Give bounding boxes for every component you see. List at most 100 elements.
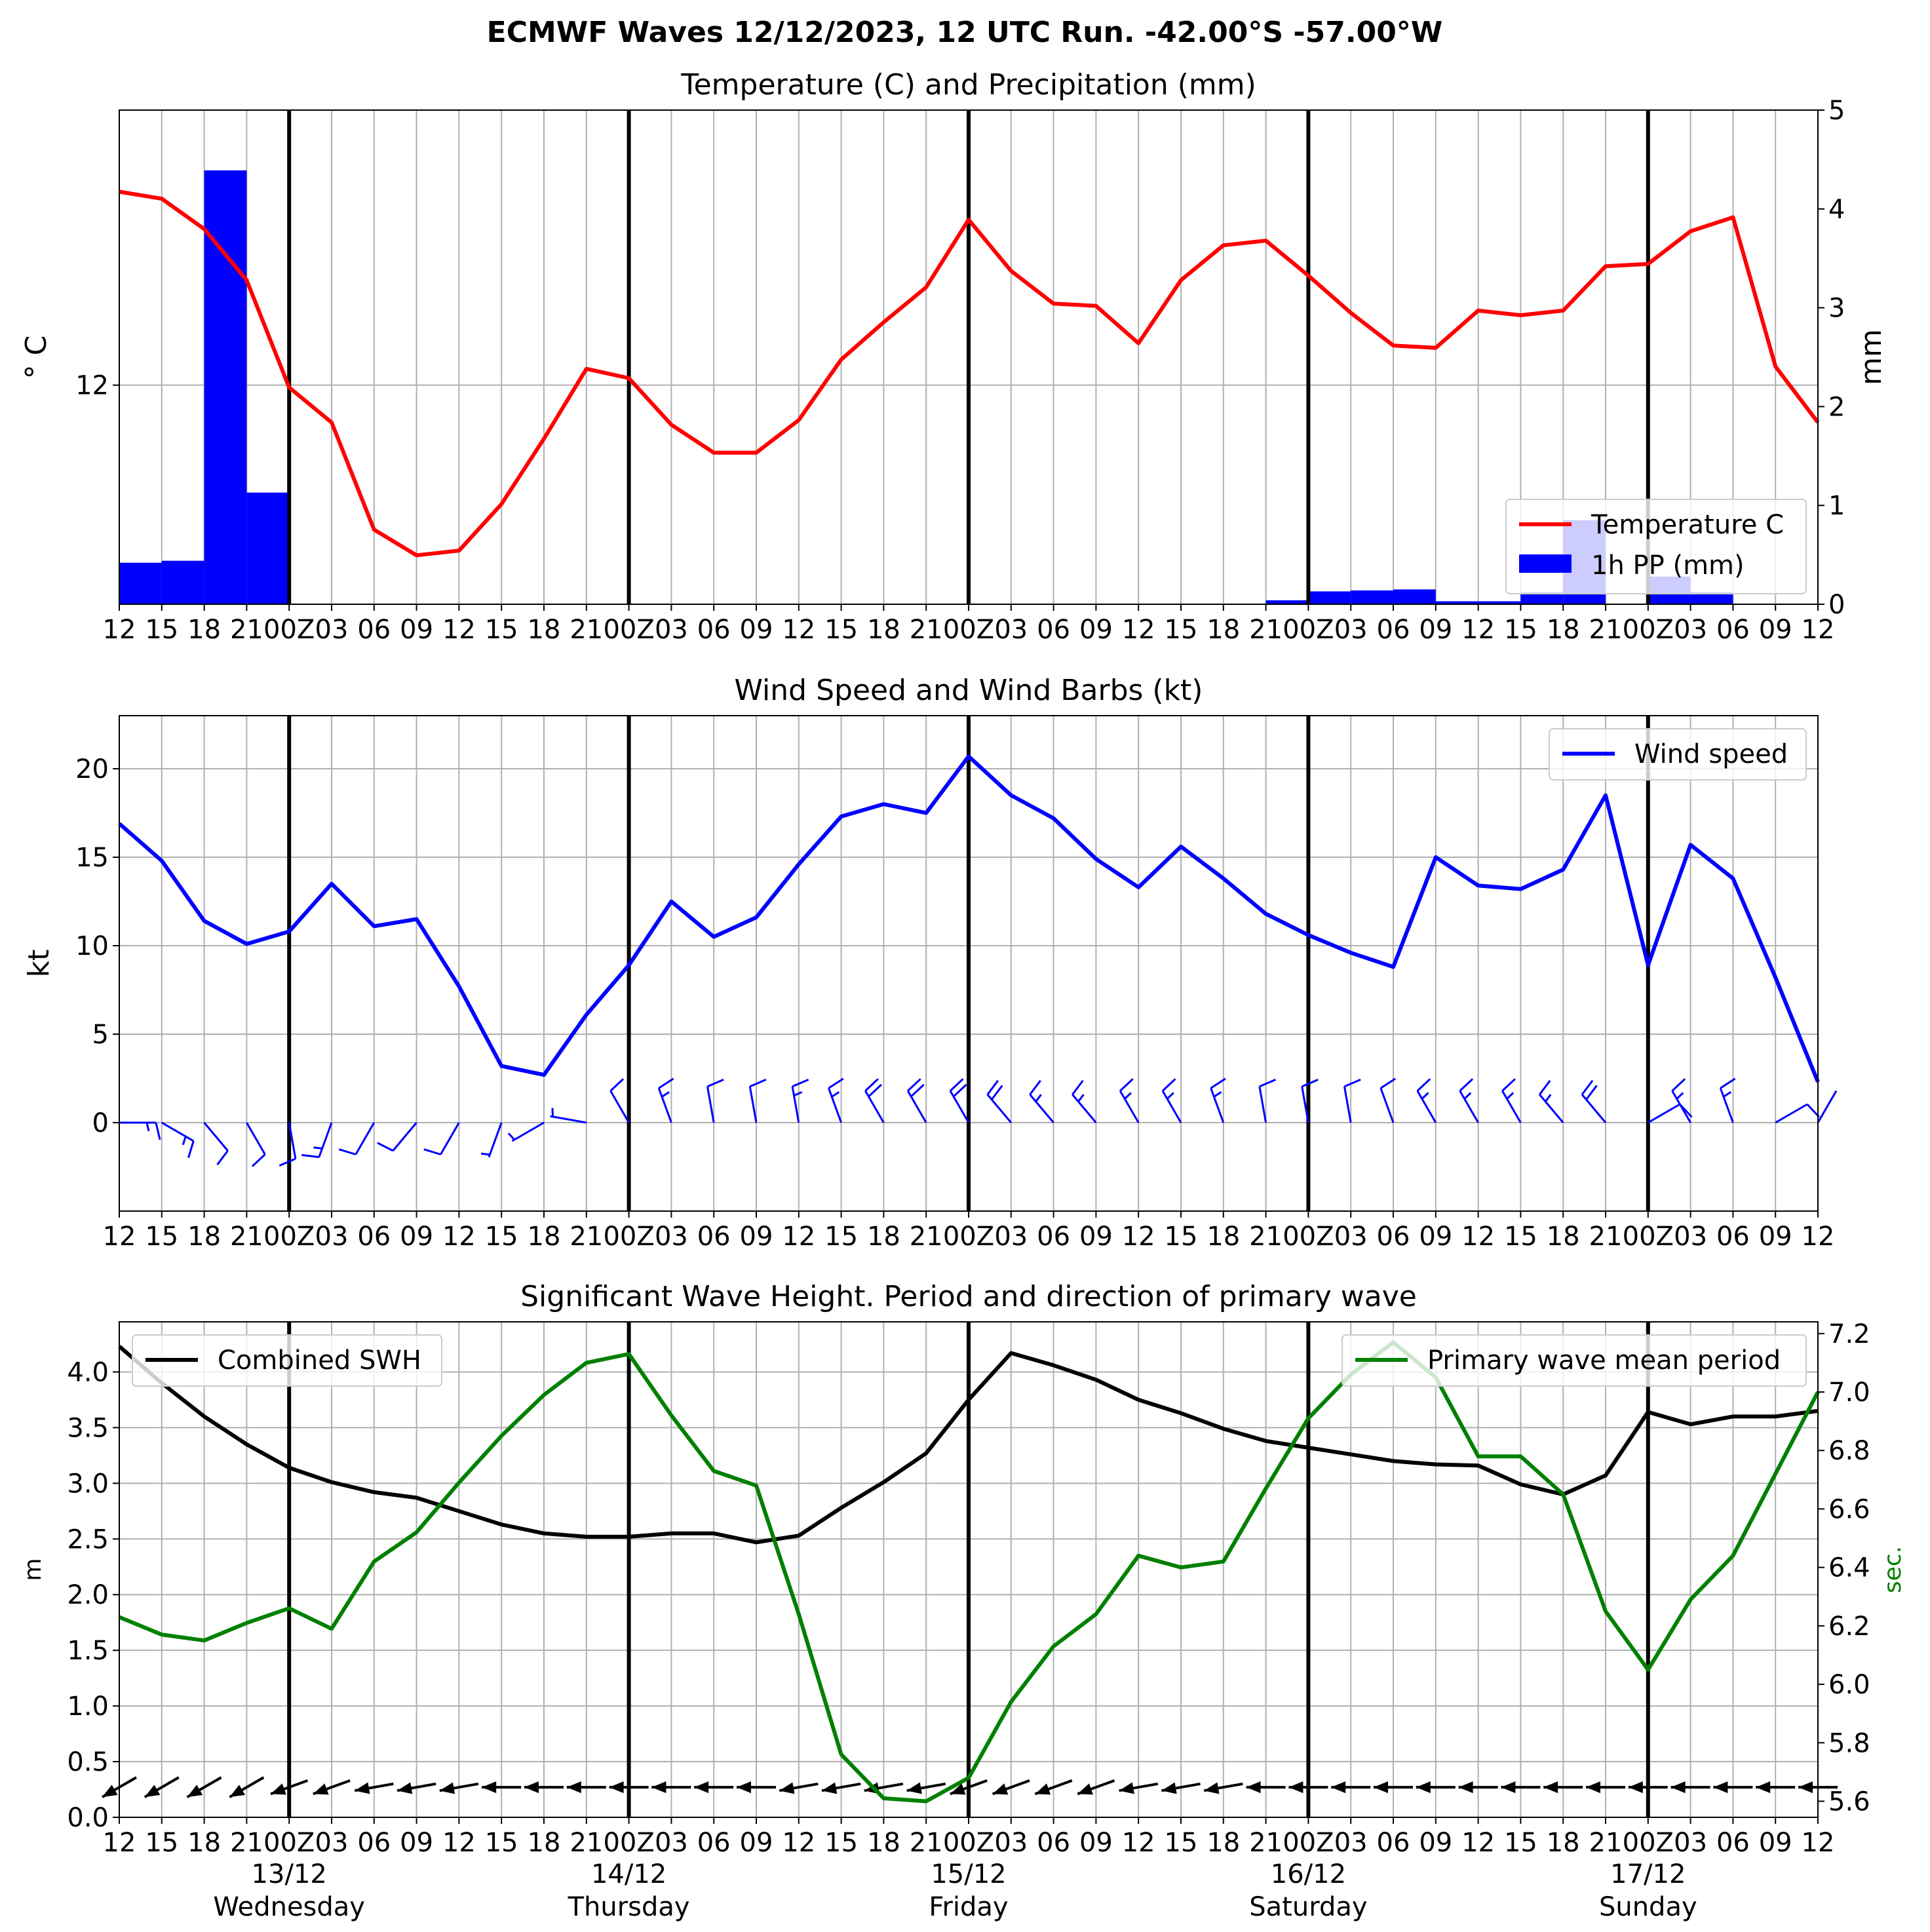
x-tick-label: 09 <box>400 615 433 645</box>
wind-barb-shaft <box>1029 1094 1054 1123</box>
temp-yticks: 12 <box>75 371 119 401</box>
wind-barb-flag <box>706 1079 724 1088</box>
wind-barb-shaft <box>657 1087 672 1123</box>
wind-barb-shaft <box>246 1122 266 1155</box>
wind-barb-shaft <box>1459 1090 1479 1123</box>
wind-barb-shaft <box>1343 1086 1352 1123</box>
precip-bar <box>1435 601 1478 604</box>
wind-barb-flag <box>301 1153 320 1159</box>
wave-arrow-head <box>482 1781 497 1794</box>
day-label: Friday <box>929 1892 1008 1922</box>
temp-ylabel: ° C <box>20 336 53 379</box>
x-tick-label: 00Z <box>1283 1222 1334 1252</box>
wind-barb-flag <box>145 1122 150 1132</box>
temp-legend-label: Temperature C <box>1591 510 1784 540</box>
y2-tick-label: 6.2 <box>1828 1612 1870 1642</box>
y2-tick-label: 7.0 <box>1828 1378 1870 1408</box>
wind-barb-flag <box>187 1140 195 1158</box>
wind-barb-flag <box>507 1132 516 1141</box>
wind-barb-shaft <box>1210 1087 1225 1123</box>
wind-barb-shaft <box>1539 1094 1564 1123</box>
wind-barb-shaft <box>288 1122 297 1159</box>
wind-barb-flag <box>1723 1091 1732 1098</box>
wind-barb-shaft <box>1817 1090 1838 1123</box>
x-tick-label: 21 <box>910 1828 943 1858</box>
wave-arrow-head <box>439 1782 455 1794</box>
x-tick-label: 12 <box>1802 1222 1835 1252</box>
y2-tick-label: 7.2 <box>1828 1319 1870 1349</box>
period-line <box>118 1340 1820 1804</box>
x-tick-label: 15 <box>1165 615 1198 645</box>
precip-ylabel: mm <box>1855 329 1888 385</box>
x-tick-label: 21 <box>910 1222 943 1252</box>
day-separators <box>287 1322 1650 1817</box>
y2-tick-label: 4 <box>1828 195 1845 225</box>
wind-barb-flag <box>609 1078 625 1092</box>
x-tick-label: 15 <box>145 1828 178 1858</box>
x-tick-label: 03 <box>1334 1828 1368 1858</box>
wave-arrow-head <box>1670 1781 1686 1794</box>
x-tick-label: 06 <box>1377 615 1410 645</box>
x-tick-label: 06 <box>697 1828 731 1858</box>
wind-barb-flag <box>338 1148 357 1155</box>
wind-panel-title: Wind Speed and Wind Barbs (kt) <box>735 674 1203 707</box>
wind-barb-flag <box>551 1108 554 1117</box>
wind-barb-shaft <box>511 1121 545 1142</box>
x-tick-label: 06 <box>357 1828 391 1858</box>
wind-legend-box <box>1549 728 1807 781</box>
wind-barb-flag <box>1806 1103 1820 1118</box>
x-tick-label: 15 <box>1504 615 1537 645</box>
wind-barb-shaft <box>488 1122 503 1158</box>
wind-barb-flag <box>1459 1078 1474 1092</box>
x-tick-label: 18 <box>1206 1222 1240 1252</box>
wind-barb-shaft <box>1161 1090 1182 1123</box>
wind-barb-flag <box>1720 1077 1736 1089</box>
x-tick-label: 06 <box>697 615 731 645</box>
wave-arrow-head <box>950 1783 966 1795</box>
wind-panel: Wind Speed and Wind Barbs (kt) kt 0 5 10 15… <box>22 674 1838 1252</box>
x-tick-label: 03 <box>994 615 1028 645</box>
day-label: Sunday <box>1599 1892 1697 1922</box>
x-tick-label: 00Z <box>1283 1828 1334 1858</box>
wave-arrow-head <box>1161 1782 1177 1794</box>
x-tick-label: 15 <box>485 1828 518 1858</box>
x-tick-label: 09 <box>1079 1828 1113 1858</box>
wind-barb-flag <box>1071 1079 1084 1096</box>
wind-barb-shaft <box>609 1090 630 1123</box>
x-tick-label: 18 <box>867 1828 900 1858</box>
x-tick-label: 06 <box>1716 615 1750 645</box>
wind-barb-shaft <box>203 1122 229 1151</box>
x-tick-label: 03 <box>994 1828 1028 1858</box>
wave-arrow-head <box>1331 1781 1346 1794</box>
x-tick-label: 15 <box>485 1222 518 1252</box>
wave-arrow-head <box>1458 1781 1473 1794</box>
wave-arrow-head <box>1374 1781 1388 1794</box>
y-tick-label: 2.0 <box>67 1580 109 1610</box>
y2-tick-label: 2 <box>1828 392 1845 422</box>
y-tick-label: 1.5 <box>67 1636 109 1666</box>
x-tick-label: 06 <box>1716 1222 1750 1252</box>
x-tick-label: 06 <box>1037 1222 1070 1252</box>
y2-tick-label: 5.6 <box>1828 1787 1870 1817</box>
x-tick-label: 03 <box>1674 615 1707 645</box>
wave-arrow-head <box>822 1782 838 1794</box>
x-tick-label: 03 <box>1674 1222 1707 1252</box>
wind-barb-flag <box>792 1079 809 1088</box>
wave-ylabel: m <box>20 1558 47 1581</box>
x-tick-label: 09 <box>740 1828 773 1858</box>
x-tick-label: 15 <box>1504 1222 1537 1252</box>
wave-arrow-head <box>1501 1781 1516 1794</box>
x-tick-label: 21 <box>569 1222 603 1252</box>
y2-tick-label: 5 <box>1828 96 1845 126</box>
wind-barb-flag <box>1124 1092 1132 1100</box>
y2-tick-label: 6.0 <box>1828 1670 1870 1700</box>
x-tick-label: 06 <box>357 615 391 645</box>
x-tick-label: 06 <box>1037 615 1070 645</box>
wind-legend-label: Wind speed <box>1634 739 1788 769</box>
temp-legend: Temperature C 1h PP (mm) <box>1505 499 1807 594</box>
day-label: Wednesday <box>213 1892 365 1922</box>
wind-barb-flag <box>1545 1094 1552 1102</box>
wind-barb-shaft <box>1301 1086 1309 1123</box>
x-tick-label: 21 <box>910 615 943 645</box>
